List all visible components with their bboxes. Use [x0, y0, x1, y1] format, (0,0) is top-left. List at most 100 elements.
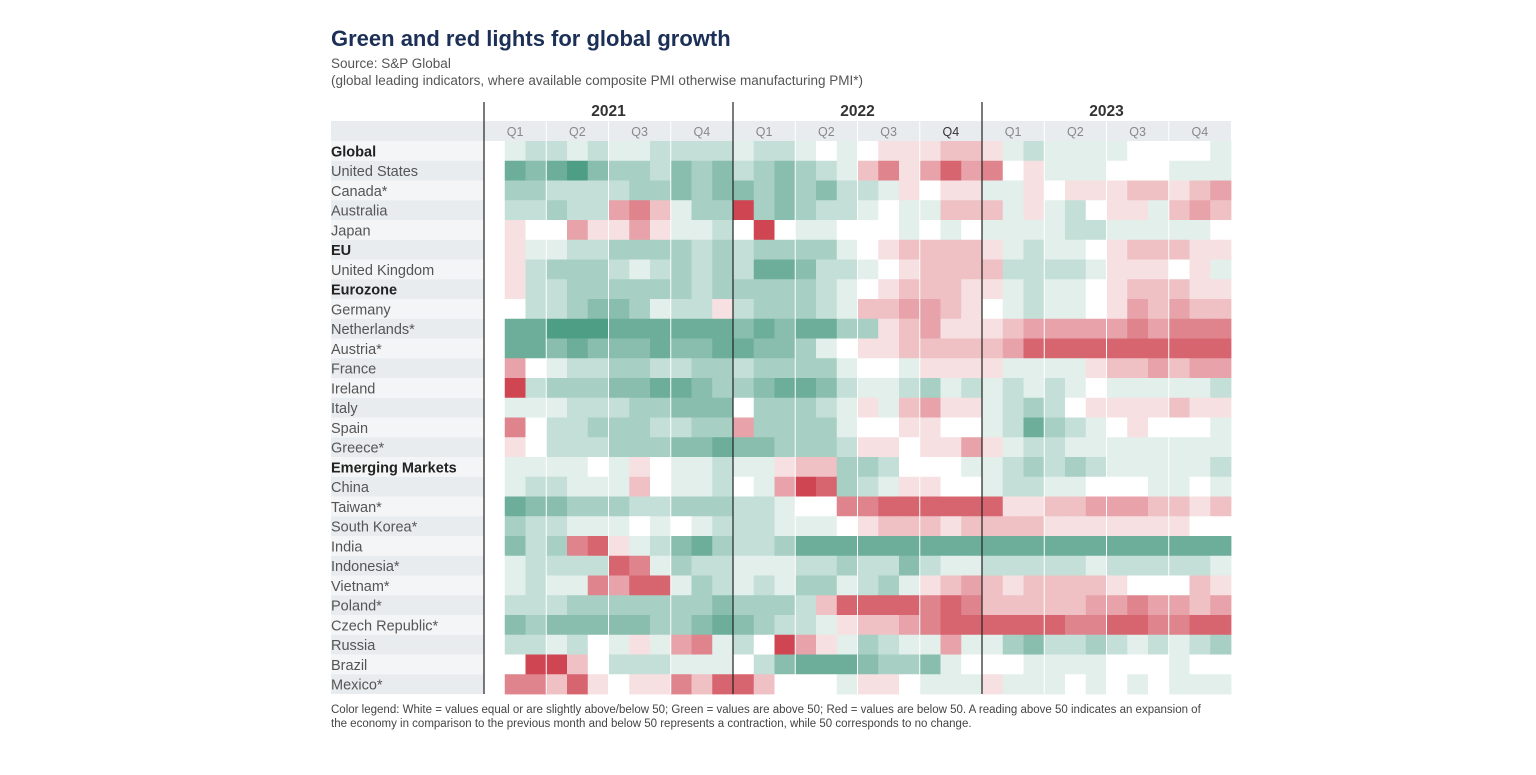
heatmap-cell	[1127, 674, 1149, 695]
heatmap-cell	[1044, 674, 1066, 695]
heatmap-cell	[484, 220, 506, 241]
heatmap-cell	[836, 220, 858, 241]
heatmap-cell	[940, 160, 962, 181]
heatmap-cell	[982, 674, 1004, 695]
heatmap-cell	[899, 457, 921, 478]
heatmap-cell	[670, 575, 692, 596]
heatmap-cell	[1106, 536, 1128, 557]
heatmap-cell	[1127, 338, 1149, 359]
heatmap-cell	[733, 575, 755, 596]
row-label: United Kingdom	[331, 263, 434, 279]
heatmap-cell	[753, 496, 775, 517]
heatmap-cell	[670, 496, 692, 517]
heatmap-cell	[1065, 457, 1087, 478]
heatmap-cell	[504, 358, 526, 379]
heatmap-cell	[650, 259, 672, 280]
heatmap-cell	[774, 457, 796, 478]
heatmap-cell	[1168, 654, 1190, 675]
heatmap-cell	[899, 575, 921, 596]
heatmap-cell	[774, 496, 796, 517]
heatmap-cell	[1148, 437, 1170, 458]
heatmap-cell	[1085, 259, 1107, 280]
heatmap-cell	[961, 378, 983, 399]
heatmap-cell	[1002, 496, 1024, 517]
heatmap-cell	[1148, 378, 1170, 399]
heatmap-cell	[733, 141, 755, 162]
heatmap-cell	[940, 437, 962, 458]
heatmap-cell	[1044, 338, 1066, 359]
heatmap-cell	[484, 595, 506, 616]
heatmap-cell	[1127, 239, 1149, 260]
heatmap-cell	[1189, 220, 1211, 241]
heatmap-cell	[795, 397, 817, 418]
heatmap-cell	[1023, 634, 1045, 655]
heatmap-cell	[1065, 417, 1087, 438]
heatmap-cell	[982, 141, 1004, 162]
heatmap-cell	[919, 358, 941, 379]
heatmap-cell	[546, 654, 568, 675]
heatmap-cell	[629, 378, 651, 399]
heatmap-cell	[816, 338, 838, 359]
heatmap-cell	[629, 358, 651, 379]
heatmap-cell	[650, 575, 672, 596]
heatmap-cell	[774, 634, 796, 655]
heatmap-cell	[608, 180, 630, 201]
heatmap-cell	[587, 180, 609, 201]
heatmap-cell	[629, 674, 651, 695]
row-label-bg	[331, 299, 484, 319]
heatmap-cell	[753, 338, 775, 359]
heatmap-cell	[1065, 200, 1087, 221]
heatmap-cell	[525, 595, 547, 616]
heatmap-cell	[1044, 279, 1066, 300]
heatmap-cell	[567, 338, 589, 359]
heatmap-cell	[1148, 259, 1170, 280]
heatmap-cell	[836, 378, 858, 399]
quarter-label: Q1	[756, 125, 773, 139]
heatmap-cell	[940, 239, 962, 260]
heatmap-cell	[567, 437, 589, 458]
heatmap-cell	[1023, 536, 1045, 557]
heatmap-cell	[774, 200, 796, 221]
heatmap-cell	[691, 378, 713, 399]
heatmap-cell	[1002, 634, 1024, 655]
heatmap-cell	[650, 437, 672, 458]
heatmap-cell	[608, 476, 630, 497]
heatmap-cell	[1044, 160, 1066, 181]
heatmap-cell	[1065, 259, 1087, 280]
heatmap-cell	[712, 299, 734, 320]
heatmap-cell	[899, 180, 921, 201]
heatmap-cell	[795, 180, 817, 201]
heatmap-cell	[940, 279, 962, 300]
heatmap-cell	[1002, 516, 1024, 537]
heatmap-cell	[836, 318, 858, 339]
heatmap-cell	[733, 200, 755, 221]
heatmap-cell	[940, 338, 962, 359]
heatmap-cell	[525, 457, 547, 478]
heatmap-cell	[650, 141, 672, 162]
heatmap-cell	[940, 634, 962, 655]
heatmap-cell	[795, 220, 817, 241]
heatmap-cell	[1189, 299, 1211, 320]
heatmap-cell	[1168, 595, 1190, 616]
heatmap-cell	[753, 239, 775, 260]
heatmap-cell	[691, 595, 713, 616]
heatmap-cell	[816, 536, 838, 557]
heatmap-cell	[1148, 536, 1170, 557]
heatmap-cell	[836, 575, 858, 596]
heatmap-cell	[795, 279, 817, 300]
heatmap-cell	[712, 417, 734, 438]
row-label: India	[331, 539, 363, 555]
heatmap-cell	[857, 476, 879, 497]
heatmap-cell	[629, 536, 651, 557]
heatmap-cell	[774, 674, 796, 695]
heatmap-cell	[982, 279, 1004, 300]
heatmap-cell	[504, 299, 526, 320]
heatmap-cell	[878, 476, 900, 497]
heatmap-cell	[899, 200, 921, 221]
heatmap-cell	[1065, 318, 1087, 339]
heatmap-cell	[650, 536, 672, 557]
heatmap-cell	[691, 338, 713, 359]
heatmap-cell	[1085, 239, 1107, 260]
heatmap-cell	[795, 476, 817, 497]
heatmap-cell	[567, 378, 589, 399]
